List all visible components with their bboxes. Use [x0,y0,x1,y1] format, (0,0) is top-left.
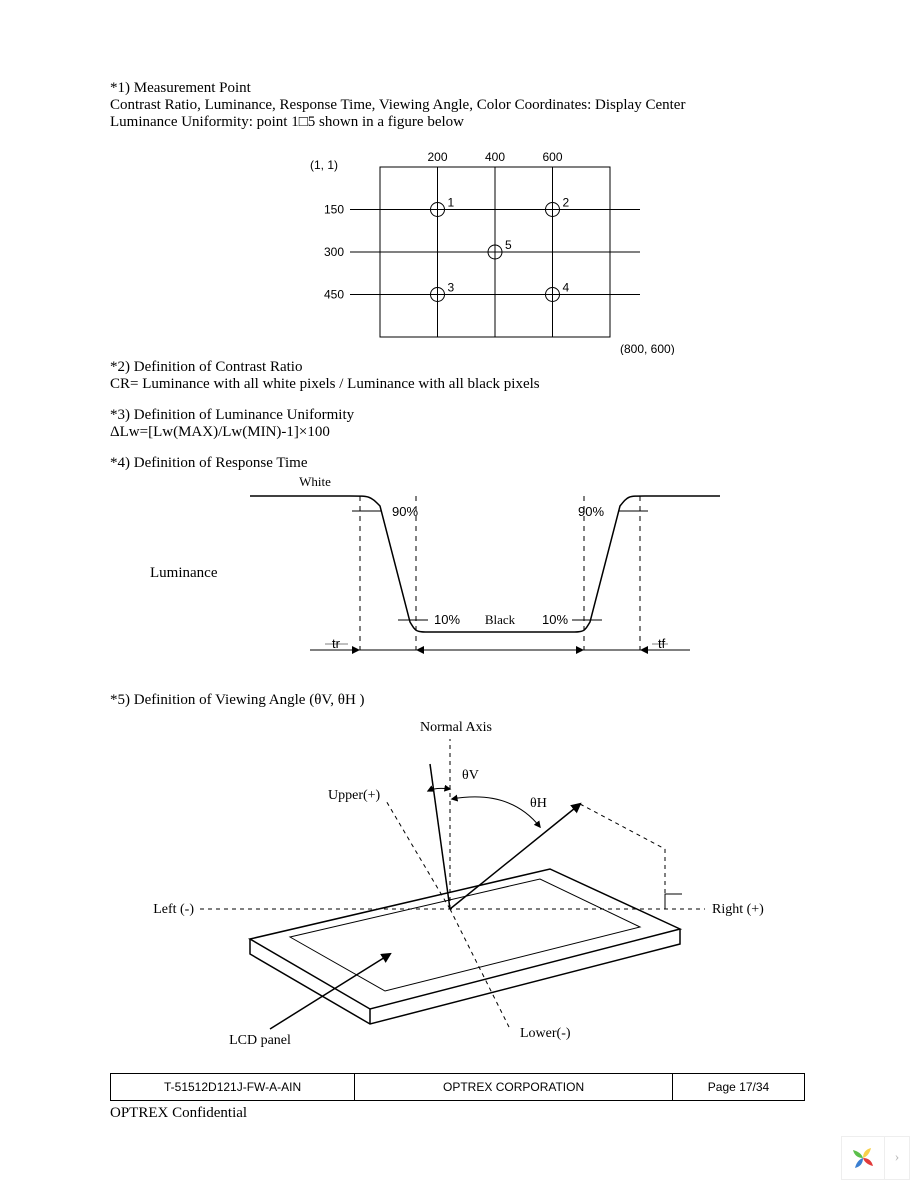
svg-text:600: 600 [542,150,562,164]
sect1-line2: Luminance Uniformity: point 1□5 shown in… [110,114,818,131]
svg-text:450: 450 [324,288,344,302]
section-2-contrast-ratio: *2) Definition of Contrast Ratio CR= Lum… [110,359,818,393]
figure1-svg: 200 400 600 150 300 450 (1, 1) (800, 600) 1 2 3 4 5 [280,145,680,355]
svg-text:1: 1 [448,196,455,210]
figure-response-time: White Luminance 90% 90% 10% 10% Black tr tf [130,472,730,672]
svg-text:Left (-): Left (-) [153,902,194,917]
sect2-heading: *2) Definition of Contrast Ratio [110,359,818,376]
sect1-heading: *1) Measurement Point [110,80,818,97]
chevron-right-icon: › [895,1150,900,1166]
svg-text:90%: 90% [392,504,418,519]
svg-text:Right (+): Right (+) [712,902,764,917]
corner-widget[interactable]: › [841,1136,910,1180]
figure-viewing-angle: Normal Axis Lower(-) Upper(+) Left (-) Right… [110,709,790,1049]
svg-text:Luminance: Luminance [150,565,218,581]
sect3-heading: *3) Definition of Luminance Uniformity [110,407,818,424]
svg-text:150: 150 [324,203,344,217]
svg-text:(1, 1): (1, 1) [310,158,338,172]
footer-part-number: T-51512D121J-FW-A-AIN [111,1074,355,1101]
svg-text:5: 5 [505,238,512,252]
section-3-luminance-uniformity: *3) Definition of Luminance Uniformity Δ… [110,407,818,441]
sect2-line1: CR= Luminance with all white pixels / Lu… [110,376,818,393]
svg-text:400: 400 [485,150,505,164]
svg-text:(800, 600): (800, 600) [620,342,675,355]
petal-icon [848,1143,878,1173]
corner-next-button[interactable]: › [885,1136,910,1180]
svg-text:3: 3 [448,281,455,295]
sect3-line1: ΔLw=[Lw(MAX)/Lw(MIN)-1]×100 [110,424,818,441]
svg-text:Normal Axis: Normal Axis [420,720,492,735]
corner-logo[interactable] [841,1136,885,1180]
svg-text:Lower(-): Lower(-) [520,1026,571,1041]
section-4-response-time: *4) Definition of Response Time White Lum… [110,455,818,672]
svg-text:θV: θV [462,768,479,783]
svg-text:LCD panel: LCD panel [229,1033,291,1048]
svg-text:White: White [299,474,331,489]
svg-text:200: 200 [427,150,447,164]
confidential-line: OPTREX Confidential [110,1105,818,1122]
svg-text:4: 4 [563,281,570,295]
svg-text:tf: tf [658,636,666,651]
footer-company: OPTREX CORPORATION [355,1074,673,1101]
svg-text:2: 2 [563,196,570,210]
section-5-viewing-angle: *5) Definition of Viewing Angle (θV, θH … [110,692,818,1049]
svg-text:90%: 90% [578,504,604,519]
footer-table: T-51512D121J-FW-A-AIN OPTREX CORPORATION… [110,1073,805,1101]
svg-text:Upper(+): Upper(+) [328,788,381,803]
sect5-heading: *5) Definition of Viewing Angle (θV, θH … [110,692,818,709]
svg-text:10%: 10% [434,612,460,627]
svg-text:Black: Black [485,612,516,627]
section-1-measurement-point: *1) Measurement Point Contrast Ratio, Lu… [110,80,818,131]
footer-page: Page 17/34 [672,1074,804,1101]
svg-text:θH: θH [530,796,547,811]
svg-text:300: 300 [324,245,344,259]
svg-text:10%: 10% [542,612,568,627]
sect1-line1: Contrast Ratio, Luminance, Response Time… [110,97,818,114]
sect4-heading: *4) Definition of Response Time [110,455,818,472]
svg-text:tr: tr [332,636,341,651]
figure-measurement-points: 200 400 600 150 300 450 (1, 1) (800, 600) 1 2 3 4 5 [280,145,818,355]
